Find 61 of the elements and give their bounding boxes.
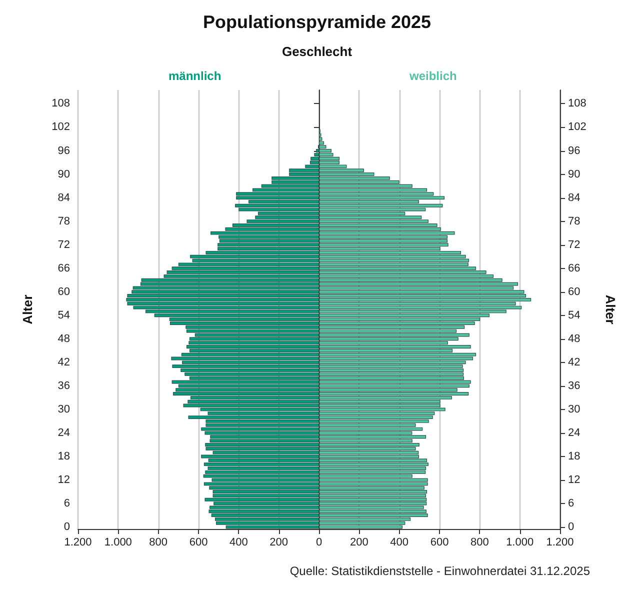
- x-tick-label: 600: [430, 536, 449, 548]
- category-label: 72: [58, 238, 70, 251]
- category-label: 78: [58, 215, 70, 228]
- y2-axis-title: Alter: [603, 294, 618, 324]
- chart-subtitle: Geschlecht: [282, 44, 353, 59]
- y-tick-label: 12: [568, 474, 580, 486]
- y-tick-label: 36: [568, 380, 580, 392]
- y-tick-label: 30: [568, 403, 580, 416]
- category-label: 18: [58, 450, 70, 462]
- bar: [319, 137, 322, 141]
- source-note: Quelle: Statistikdienststelle - Einwohnerdatei 31.12.2025: [290, 564, 590, 578]
- y-tick-label: 42: [568, 356, 580, 368]
- category-label: 66: [58, 262, 70, 274]
- x-tick-label: 1.200: [546, 536, 574, 548]
- x-tick-label: 800: [470, 536, 489, 548]
- category-label: 60: [58, 286, 70, 298]
- category-label: 12: [58, 474, 70, 486]
- category-label: 96: [58, 144, 70, 157]
- x-tick-label: 200: [270, 536, 288, 548]
- x-tick-label: 400: [229, 536, 248, 548]
- bar: [319, 149, 332, 152]
- category-label: 36: [58, 380, 70, 392]
- y-tick-label: 18: [568, 450, 580, 462]
- category-label: 6: [64, 498, 70, 510]
- x-tick-label: 0: [316, 536, 322, 548]
- category-label: 102: [52, 121, 70, 134]
- category-label: 48: [58, 332, 70, 345]
- x-tick-label: 600: [189, 536, 208, 548]
- y-tick-label: 24: [568, 426, 580, 439]
- category-label: 0: [64, 521, 70, 534]
- x-tick-label: 1.000: [104, 536, 132, 548]
- category-label: 30: [58, 403, 70, 416]
- y-tick-label: 108: [568, 98, 586, 110]
- text: weiblich: [408, 69, 457, 83]
- x-tick-label: 1.200: [64, 536, 92, 548]
- y-tick-label: 60: [568, 286, 580, 298]
- x-tick-label: 1.000: [506, 536, 534, 548]
- y-tick-label: 72: [568, 238, 580, 251]
- category-label: 84: [58, 192, 70, 204]
- x-tick-label: 800: [149, 536, 168, 548]
- y-tick-label: 48: [568, 332, 580, 345]
- category-label: 42: [58, 356, 70, 368]
- bar: [319, 141, 324, 145]
- y-tick-label: 0: [568, 521, 574, 534]
- y-tick-label: 6: [568, 498, 574, 510]
- y-tick-label: 54: [568, 309, 580, 322]
- category-label: 108: [52, 98, 70, 110]
- y-tick-label: 102: [568, 121, 586, 134]
- y-tick-label: 84: [568, 192, 580, 204]
- text: männlich: [168, 69, 222, 83]
- chart-title: Populationspyramide 2025: [202, 12, 432, 32]
- category-label: 24: [58, 426, 70, 439]
- y-tick-label: 66: [568, 262, 580, 274]
- y-tick-label: 90: [568, 168, 580, 180]
- y-tick-label: 96: [568, 144, 580, 157]
- y-tick-label: 78: [568, 215, 580, 228]
- category-label: 90: [58, 168, 70, 180]
- x-tick-label: 200: [350, 536, 368, 548]
- x-tick-label: 400: [390, 536, 409, 548]
- y-axis-title: Alter: [20, 294, 35, 324]
- category-label: 54: [58, 309, 70, 322]
